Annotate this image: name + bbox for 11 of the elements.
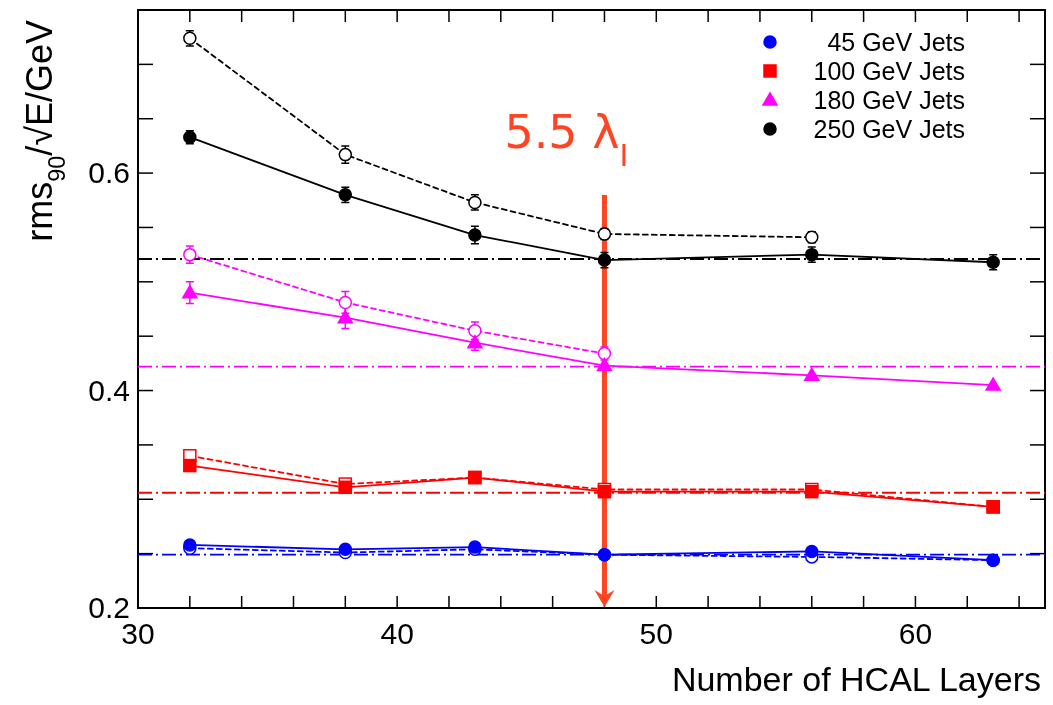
legend-label: 45 GeV Jets — [827, 28, 965, 56]
y-tick-label: 0.4 — [88, 373, 130, 407]
x-tick-label: 40 — [380, 617, 414, 650]
legend-label: 100 GeV Jets — [813, 57, 965, 85]
x-axis-title: Number of HCAL Layers — [671, 660, 1041, 698]
ref-line-label: 5.5 λ$_{I}$ — [504, 105, 629, 173]
y-tick-label: 0.6 — [88, 156, 130, 190]
x-tick-label: 50 — [639, 617, 673, 650]
legend-label: 250 GeV Jets — [813, 115, 965, 143]
x-tick-label: 60 — [898, 617, 933, 650]
legend-label: 180 GeV Jets — [813, 86, 965, 114]
